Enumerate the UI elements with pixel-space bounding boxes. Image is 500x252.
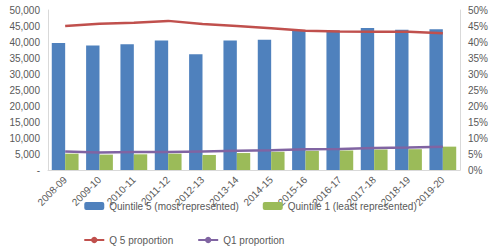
svg-text:35%: 35%	[468, 53, 488, 64]
svg-text:2019-20: 2019-20	[413, 174, 447, 208]
svg-text:45,000: 45,000	[9, 21, 40, 32]
svg-text:10,000: 10,000	[9, 133, 40, 144]
svg-text:40,000: 40,000	[9, 37, 40, 48]
svg-text:2014-15: 2014-15	[241, 174, 276, 208]
svg-text:50%: 50%	[468, 5, 488, 16]
svg-text:10%: 10%	[468, 133, 488, 144]
svg-text:2013-14: 2013-14	[207, 174, 241, 208]
svg-text:Q1 proportion: Q1 proportion	[223, 235, 284, 246]
svg-text:30%: 30%	[468, 69, 488, 80]
svg-text:50,000: 50,000	[9, 5, 40, 16]
svg-text:2015-16: 2015-16	[275, 174, 310, 208]
svg-text:5,000: 5,000	[15, 149, 40, 160]
svg-text:2016-17: 2016-17	[310, 174, 344, 208]
svg-text:15,000: 15,000	[9, 117, 40, 128]
svg-text:Quintile 1 (least represented): Quintile 1 (least represented)	[288, 201, 417, 212]
svg-text:2018-19: 2018-19	[378, 174, 413, 208]
svg-text:2012-13: 2012-13	[172, 174, 207, 208]
svg-text:0%: 0%	[468, 165, 483, 176]
svg-text:15%: 15%	[468, 117, 488, 128]
svg-text:30,000: 30,000	[9, 69, 40, 80]
svg-text:45%: 45%	[468, 21, 488, 32]
svg-text:35,000: 35,000	[9, 53, 40, 64]
svg-text:Q 5 proportion: Q 5 proportion	[109, 235, 173, 246]
svg-text:2009-10: 2009-10	[69, 174, 104, 208]
svg-text:2017-18: 2017-18	[344, 174, 379, 208]
svg-text:25,000: 25,000	[9, 85, 40, 96]
svg-text:2011-12: 2011-12	[138, 174, 173, 208]
svg-text:40%: 40%	[468, 37, 488, 48]
svg-text:20,000: 20,000	[9, 101, 40, 112]
svg-text:20%: 20%	[468, 101, 488, 112]
svg-text:25%: 25%	[468, 85, 488, 96]
svg-text:5%: 5%	[468, 149, 483, 160]
svg-text:-: -	[37, 165, 40, 176]
svg-text:Quintile 5 (most represented): Quintile 5 (most represented)	[109, 201, 239, 212]
svg-text:2008-09: 2008-09	[35, 174, 69, 208]
svg-text:2010-11: 2010-11	[104, 174, 138, 208]
